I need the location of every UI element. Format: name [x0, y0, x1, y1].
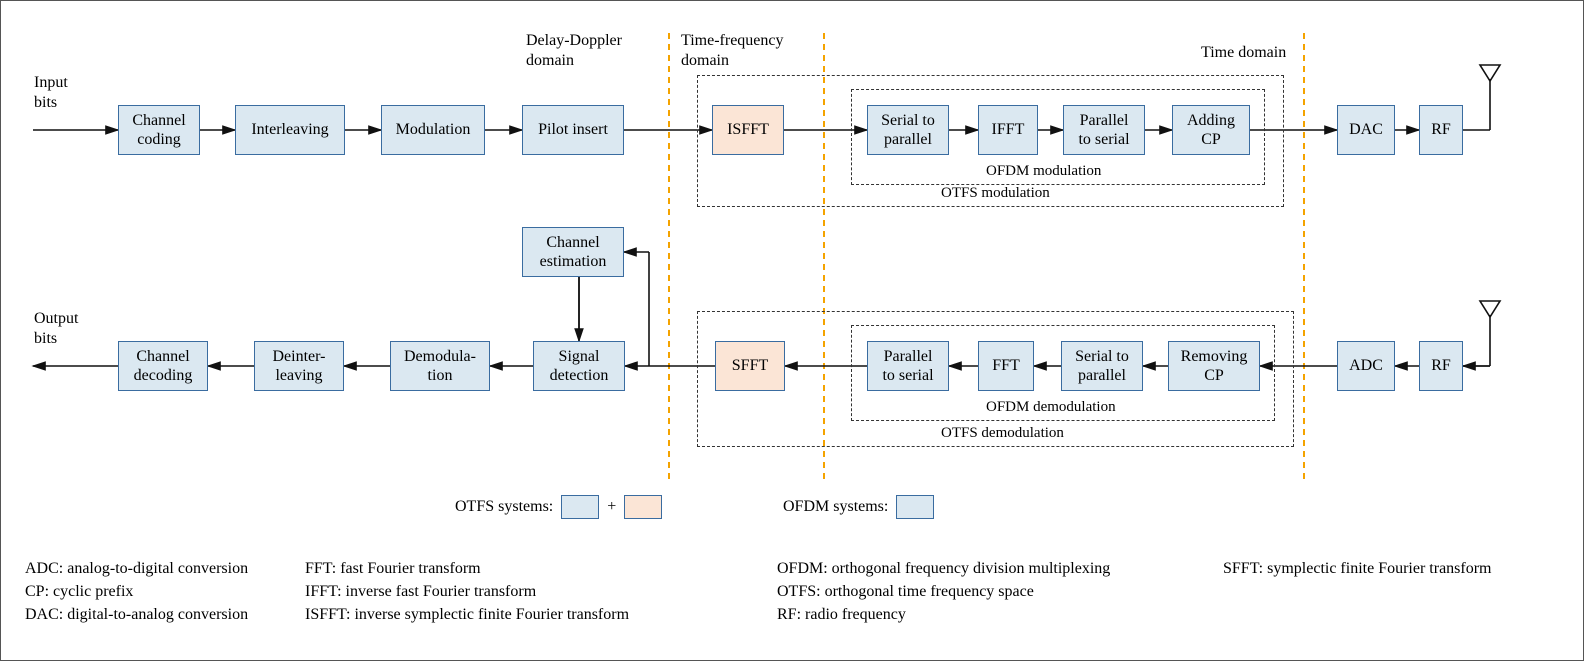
antenna-icon-1	[1480, 301, 1500, 366]
node-pilot: Pilot insert	[522, 105, 624, 155]
node-interleave: Interleaving	[235, 105, 345, 155]
legend-ofdm-swatch	[896, 495, 934, 519]
io-label-output: Output bits	[34, 309, 78, 349]
legend-otfs-swatch2	[624, 495, 662, 519]
legend-ofdm: OFDM systems:	[783, 495, 934, 519]
legend-ofdm-text: OFDM systems:	[783, 498, 888, 516]
glossary-col-2: OFDM: orthogonal frequency division mult…	[777, 557, 1110, 627]
node-demod: Demodula- tion	[390, 341, 490, 391]
legend-otfs-plus: +	[607, 498, 616, 516]
legend-otfs: OTFS systems: +	[455, 495, 662, 519]
domain-label-2: Time domain	[1201, 43, 1286, 63]
node-rf_tx: RF	[1419, 105, 1463, 155]
node-ch_decoding: Channel decoding	[118, 341, 208, 391]
domain-label-0: Delay-Doppler domain	[526, 31, 622, 71]
glossary-col-3: SFFT: symplectic finite Fourier transfor…	[1223, 557, 1492, 580]
group-label-otfs_mod: OTFS modulation	[941, 185, 1050, 202]
node-rf_rx: RF	[1419, 341, 1463, 391]
legend-otfs-text: OTFS systems:	[455, 498, 553, 516]
domain-label-1: Time-frequency domain	[681, 31, 784, 71]
node-ch_coding: Channel coding	[118, 105, 200, 155]
diagram-stage: Channel coding Interleaving Modulation Pilo…	[0, 0, 1584, 661]
node-sigdet: Signal detection	[533, 341, 625, 391]
node-adc: ADC	[1337, 341, 1395, 391]
antenna-icon-0	[1480, 65, 1500, 130]
node-deinter: Deinter- leaving	[254, 341, 344, 391]
node-modulation: Modulation	[381, 105, 485, 155]
group-label-otfs_demod: OTFS demodulation	[941, 425, 1064, 442]
glossary-col-0: ADC: analog-to-digital conversion CP: cy…	[25, 557, 248, 627]
glossary-col-1: FFT: fast Fourier transform IFFT: invers…	[305, 557, 629, 627]
legend-otfs-swatch	[561, 495, 599, 519]
node-dac: DAC	[1337, 105, 1395, 155]
io-label-input: Input bits	[34, 73, 68, 113]
node-ch_est: Channel estimation	[522, 227, 624, 277]
